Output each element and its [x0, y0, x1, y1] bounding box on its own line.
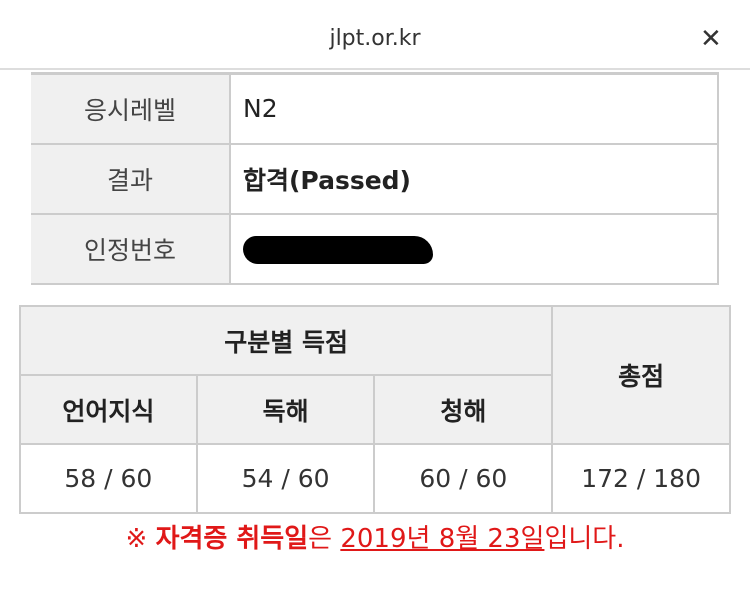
cert-number-label: 인정번호	[31, 212, 231, 285]
cert-number-value	[229, 212, 719, 285]
table-row: 58 / 60 54 / 60 60 / 60 172 / 180	[19, 443, 731, 514]
table-row: 결과 합격(Passed)	[31, 142, 719, 215]
col-listening: 청해	[373, 374, 554, 445]
table-row: 응시레벨 N2	[31, 72, 719, 145]
level-value: N2	[229, 72, 719, 145]
site-title: jlpt.or.kr	[329, 26, 421, 51]
table-row: 구분별 득점 총점	[18, 305, 731, 445]
result-label: 결과	[31, 142, 231, 215]
note-mid: 은	[308, 524, 341, 554]
score-language-knowledge: 58 / 60	[19, 443, 198, 514]
score-table: 구분별 득점 총점 언어지식 독해 청해 58 / 60 54 / 60 60 …	[18, 305, 731, 514]
level-label: 응시레벨	[31, 72, 231, 145]
score-total: 172 / 180	[551, 443, 731, 514]
browser-header: jlpt.or.kr ✕	[0, 0, 750, 70]
result-info-table: 응시레벨 N2 결과 합격(Passed) 인정번호	[31, 72, 719, 285]
certificate-date-note: ※ 자격증 취득일은 2019년 8월 23일입니다.	[0, 518, 750, 555]
note-bold: 자격증 취득일	[155, 524, 309, 554]
score-listening: 60 / 60	[373, 443, 554, 514]
table-row: 인정번호	[31, 212, 719, 285]
note-end: 입니다.	[544, 524, 625, 554]
redaction-mark	[243, 235, 433, 264]
note-mark: ※	[125, 524, 156, 554]
col-reading: 독해	[195, 374, 376, 445]
total-score-header: 총점	[551, 305, 731, 445]
col-language-knowledge: 언어지식	[19, 374, 198, 445]
score-reading: 54 / 60	[195, 443, 376, 514]
close-icon[interactable]: ✕	[700, 24, 722, 54]
note-date: 2019년 8월 23일	[340, 524, 545, 554]
table-row: 언어지식 독해 청해	[19, 374, 730, 445]
section-score-header: 구분별 득점	[18, 305, 554, 376]
result-value: 합격(Passed)	[229, 142, 719, 215]
